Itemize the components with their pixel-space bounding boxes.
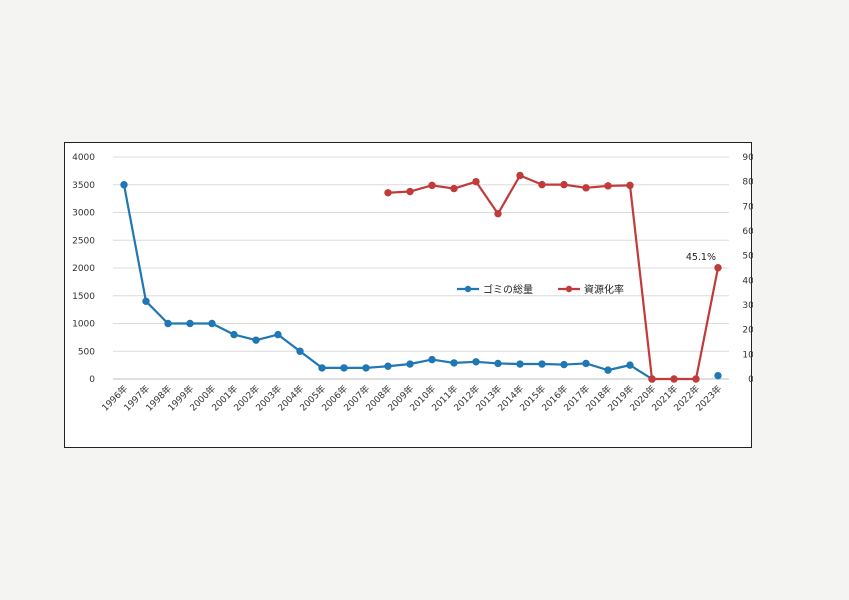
y-left-tick-label: 4000: [72, 153, 95, 163]
y-right-tick-label: 80.0%: [742, 178, 753, 188]
y-left-tick-label: 3500: [72, 181, 95, 191]
y-left-tick-label: 0: [89, 375, 95, 385]
series-line: [122, 184, 653, 380]
data-point: [450, 184, 458, 193]
data-point: [494, 359, 502, 368]
legend-label: ゴミの総量: [483, 283, 533, 296]
y-left-tick-label: 1500: [72, 292, 95, 302]
data-point: [274, 330, 282, 339]
data-point: [384, 362, 392, 370]
data-point: [318, 364, 326, 372]
series-line: [387, 174, 720, 381]
data-point: [604, 182, 612, 190]
data-point: [714, 264, 722, 272]
data-point: [714, 371, 722, 380]
data-point: [538, 180, 546, 189]
data-point: [692, 375, 700, 383]
data-point: [186, 319, 194, 328]
data-point: [362, 364, 370, 372]
legend-swatch-marker: [565, 285, 573, 293]
chart-svg: 4000 3500 3000 2500 2000 1500 1000 500 0 90.0% 80.…: [72, 153, 753, 414]
data-point: [538, 360, 546, 368]
data-point: [582, 359, 590, 368]
y-right-tick-label: 70.0%: [742, 202, 753, 212]
data-point: [516, 171, 524, 180]
data-point: [516, 360, 524, 368]
data-point: [472, 358, 480, 366]
legend-label: 資源化率: [584, 283, 624, 296]
data-point: [626, 361, 634, 369]
data-point: [626, 181, 634, 190]
data-point: [670, 375, 678, 383]
y-left-tick-label: 1000: [72, 320, 95, 330]
data-point: [296, 347, 304, 355]
data-point: [406, 360, 414, 368]
y-right-tick-label: 50.0%: [742, 252, 753, 262]
data-point: [208, 319, 216, 328]
data-label: 45.1%: [686, 252, 716, 263]
data-point: [428, 355, 436, 364]
y-right-tick-label: 60.0%: [742, 227, 753, 237]
y-left-tick-label: 2500: [72, 236, 95, 246]
y-right-tick-label: 10.0%: [742, 350, 753, 360]
y-left-tick-label: 500: [78, 347, 95, 357]
data-point: [604, 366, 612, 374]
data-point: [164, 319, 172, 328]
data-point: [230, 330, 238, 339]
data-point: [648, 375, 656, 383]
data-point: [406, 187, 414, 196]
y-right-tick-label: 20.0%: [742, 326, 753, 336]
data-point: [560, 180, 568, 189]
data-point: [472, 177, 480, 186]
y-right-tick-label: 0.0%: [748, 375, 753, 385]
data-point: [142, 297, 150, 306]
legend-swatch-marker: [464, 285, 472, 293]
data-point: [582, 184, 590, 192]
data-point: [450, 359, 458, 367]
data-point: [560, 360, 568, 369]
chart-frame: 4000 3500 3000 2500 2000 1500 1000 500 0 90.0% 80.…: [64, 142, 753, 448]
data-point: [340, 364, 348, 372]
y-left-tick-label: 3000: [72, 209, 95, 219]
data-point: [428, 181, 436, 190]
data-point: [120, 181, 128, 189]
data-point: [384, 189, 392, 197]
y-right-tick-label: 30.0%: [742, 301, 753, 311]
y-left-tick-label: 2000: [72, 264, 95, 274]
data-point: [252, 336, 260, 344]
y-right-tick-label: 90.0%: [742, 153, 753, 163]
data-point: [494, 210, 502, 218]
y-right-tick-label: 40.0%: [742, 276, 753, 286]
